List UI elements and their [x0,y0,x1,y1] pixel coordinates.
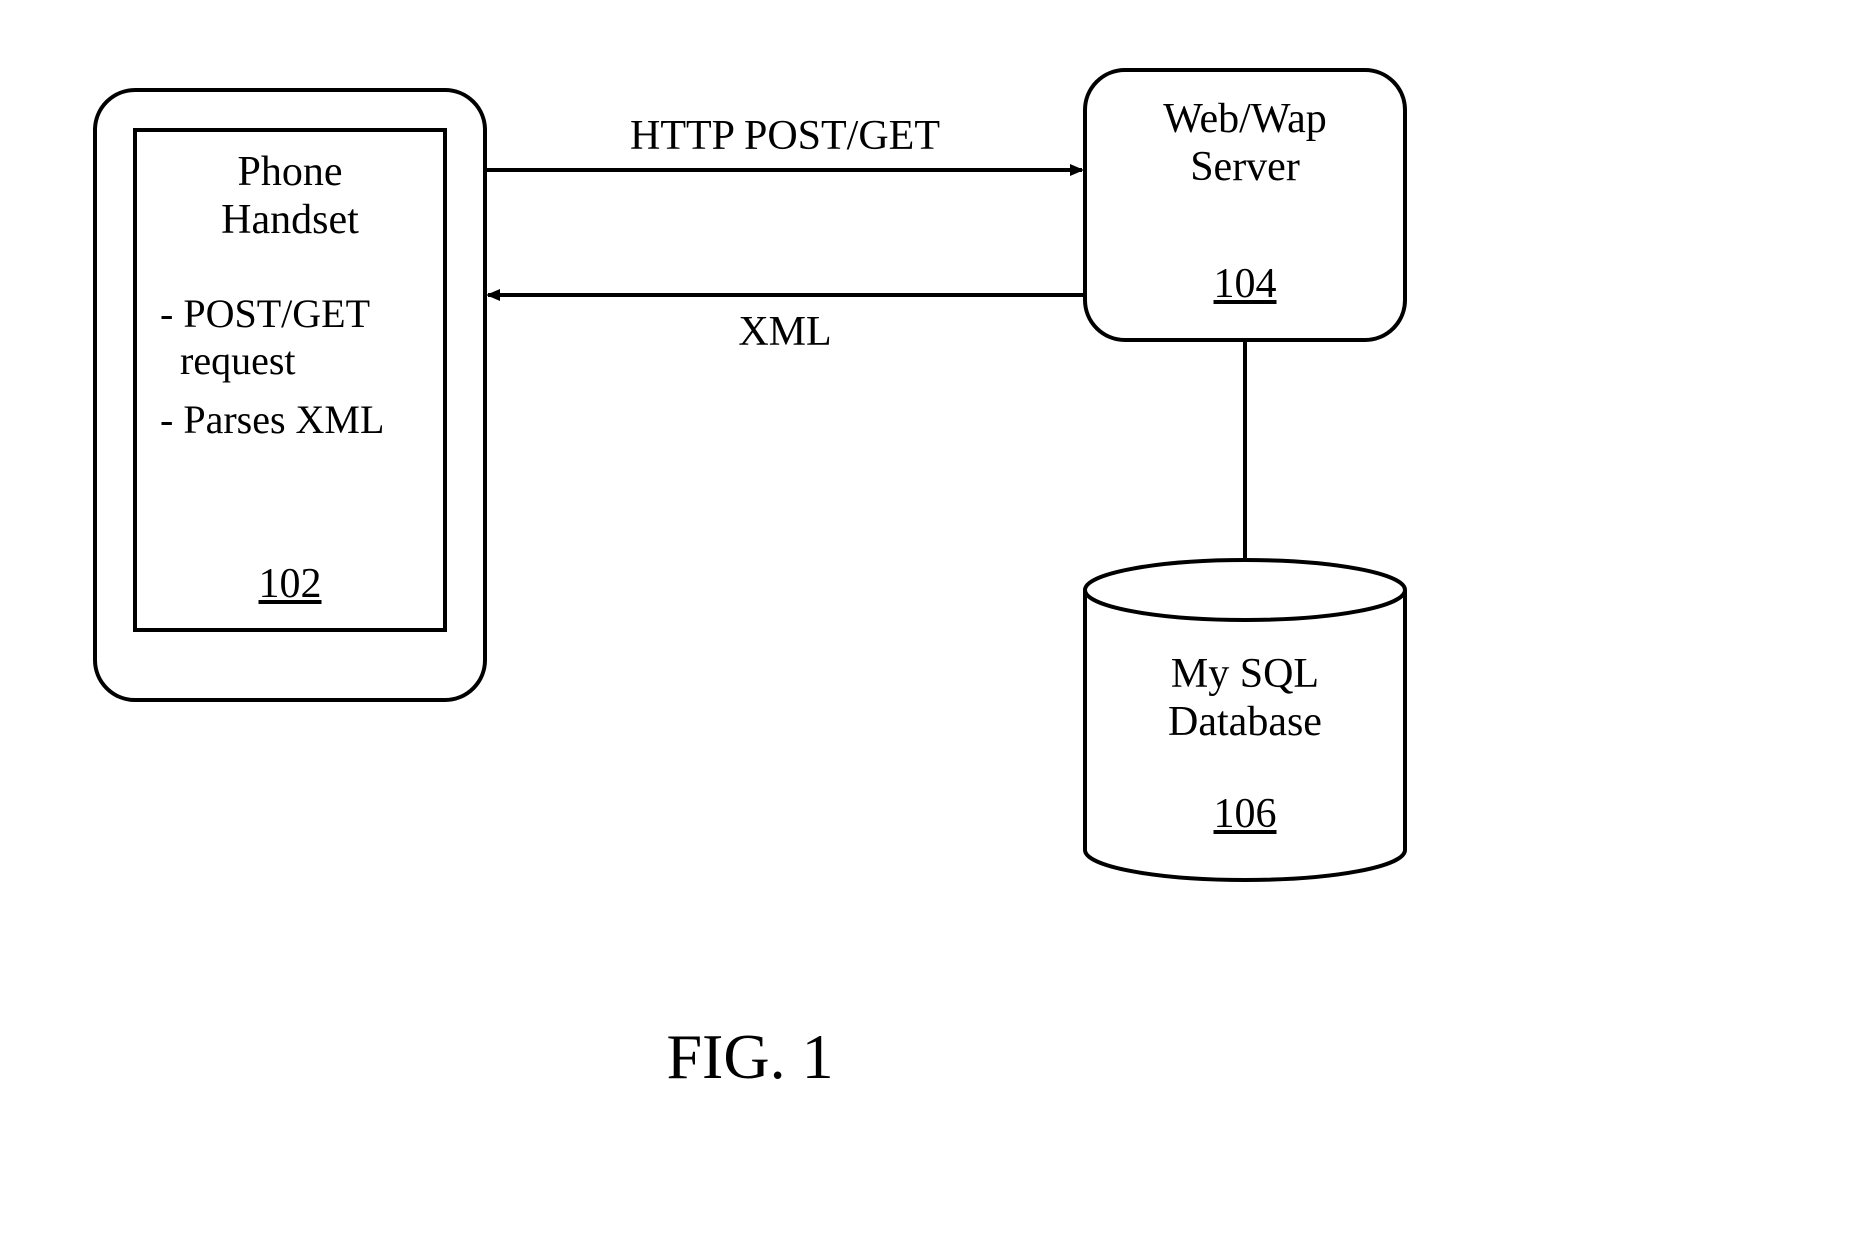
figure-canvas: Phone Handset - POST/GET request - Parse… [0,0,1875,1242]
handset-title-line2: Handset [135,196,445,244]
server-title-line1: Web/Wap [1085,95,1405,143]
server-title-line2: Server [1085,143,1405,191]
database-title: My SQL Database [1085,650,1405,746]
server-title: Web/Wap Server [1085,95,1405,191]
database-title-line1: My SQL [1085,650,1405,698]
handset-title-line1: Phone [135,148,445,196]
handset-ref: 102 [259,561,322,607]
handset-body-line2: request [160,337,384,384]
handset-ref-wrap: 102 [135,560,445,608]
database-title-line2: Database [1085,698,1405,746]
handset-body-line3: - Parses XML [160,396,384,443]
database-ref-wrap: 106 [1085,790,1405,838]
handset-body: - POST/GET request - Parses XML [160,290,384,443]
handset-title: Phone Handset [135,148,445,244]
edge-xml-label: XML [485,308,1085,356]
server-ref-wrap: 104 [1085,260,1405,308]
figure-caption: FIG. 1 [0,1020,1500,1094]
handset-body-line1: - POST/GET [160,290,384,337]
database-ref: 106 [1214,791,1277,837]
server-ref: 104 [1214,261,1277,307]
edge-http-label: HTTP POST/GET [485,112,1085,160]
